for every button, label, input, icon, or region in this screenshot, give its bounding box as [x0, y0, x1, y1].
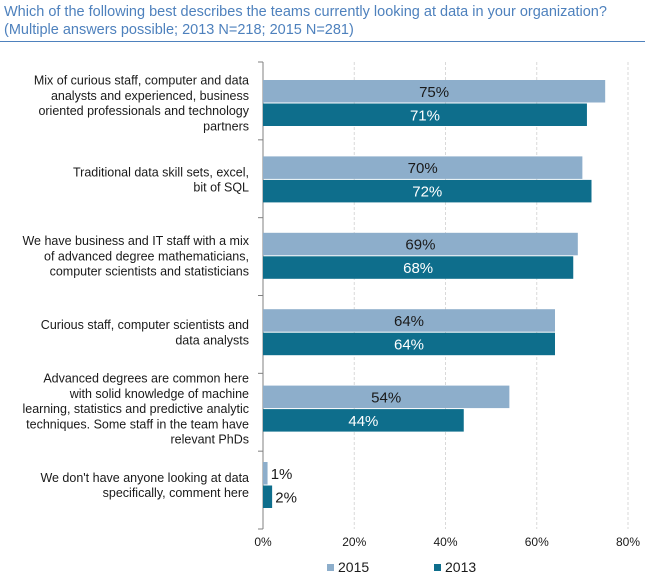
category-label: We have business and IT staff with a mix [22, 234, 249, 248]
data-label-2015: 1% [271, 466, 293, 483]
category-label: of advanced degree mathematicians, [44, 249, 249, 263]
category-label: data analysts [175, 333, 249, 347]
chart-title: Which of the following best describes th… [4, 3, 642, 39]
category-label: We don't have anyone looking at data [40, 471, 249, 485]
legend-swatch-2015 [327, 564, 334, 571]
bar-2013-2 [263, 256, 574, 279]
x-tick-label: 20% [342, 535, 366, 549]
legend-swatch-2013 [434, 564, 441, 571]
data-label-2015: 70% [408, 160, 438, 177]
bar-2013-5 [263, 485, 273, 508]
bar-2013-4 [263, 409, 464, 432]
category-label: Curious staff, computer scientists and [41, 318, 249, 332]
data-label-2013: 64% [394, 336, 424, 353]
data-label-2013: 2% [275, 489, 297, 506]
bar-2015-5 [263, 462, 268, 485]
category-label: relevant PhDs [170, 433, 249, 447]
data-label-2015: 64% [394, 313, 424, 330]
category-label: oriented professionals and technology [38, 104, 249, 118]
category-label: bit of SQL [193, 181, 249, 195]
data-label-2015: 75% [419, 84, 449, 101]
data-label-2015: 69% [405, 237, 435, 254]
category-label: techniques. Some staff in the team have [26, 417, 249, 431]
bar-2013-0 [263, 103, 587, 126]
data-label-2013: 44% [348, 413, 378, 430]
chart-title-line-1: Which of the following best describes th… [4, 4, 607, 20]
x-tick-label: 60% [525, 535, 549, 549]
bar-2015-3 [263, 309, 555, 332]
category-label: learning, statistics and predictive anal… [22, 402, 249, 416]
category-label: with solid knowledge of machine [69, 387, 249, 401]
bar-2015-1 [263, 156, 583, 179]
title-divider [0, 41, 645, 42]
data-label-2015: 54% [371, 389, 401, 406]
bar-2015-2 [263, 232, 578, 256]
legend-label-2013: 2013 [445, 559, 476, 575]
category-label: Mix of curious staff, computer and data [34, 74, 249, 88]
category-label: Advanced degrees are common here [43, 372, 249, 386]
x-tick-label: 40% [433, 535, 457, 549]
legend-label-2015: 2015 [338, 559, 369, 575]
category-label: specifically, comment here [103, 486, 249, 500]
data-label-2013: 71% [410, 107, 440, 124]
bar-2013-1 [263, 179, 592, 203]
bar-2015-4 [263, 385, 510, 409]
category-label: Traditional data skill sets, excel, [73, 165, 249, 179]
data-label-2013: 68% [403, 260, 433, 277]
bar-2015-0 [263, 80, 606, 103]
x-tick-label: 0% [254, 535, 272, 549]
data-label-2013: 72% [412, 184, 442, 201]
category-label: partners [203, 119, 249, 133]
category-label: computer scientists and statisticians [50, 265, 249, 279]
bar-2013-3 [263, 332, 555, 356]
x-tick-label: 80% [616, 535, 640, 549]
category-label: analysts and experienced, business [51, 89, 249, 103]
chart-title-line-2: (Multiple answers possible; 2013 N=218; … [4, 22, 354, 38]
